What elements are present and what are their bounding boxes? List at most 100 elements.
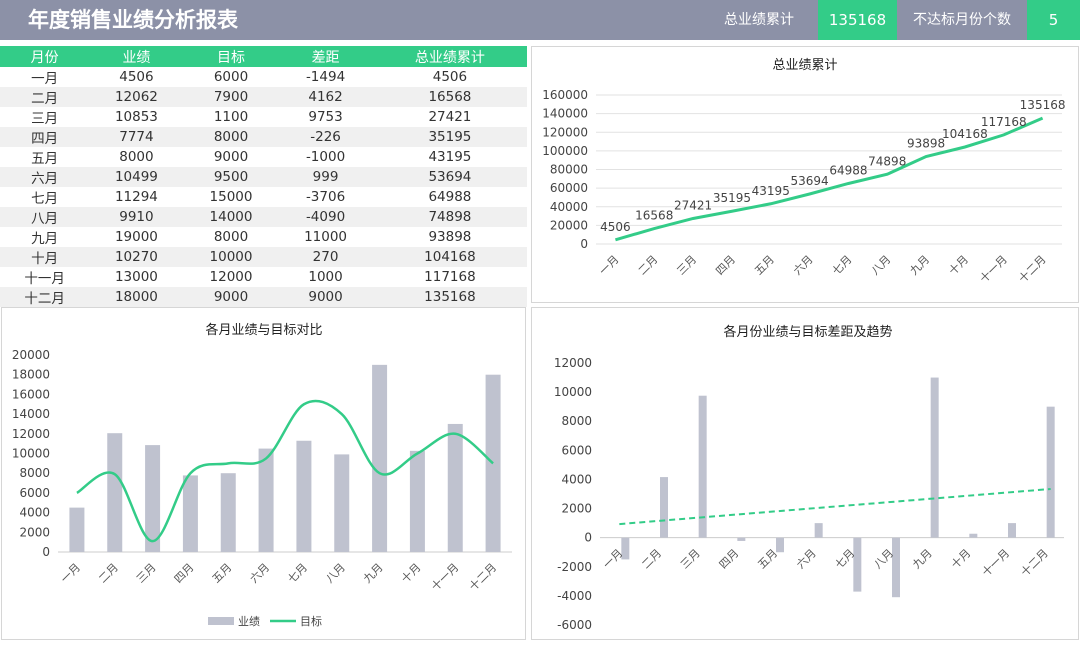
- legend-label-sales: 业绩: [238, 615, 260, 628]
- cell-target: 6000: [213, 69, 249, 85]
- x-tick-label: 六月: [794, 547, 819, 572]
- cell-sales: 18000: [89, 287, 184, 307]
- y-tick-label: 18000: [12, 368, 50, 382]
- y-tick-label: 40000: [550, 200, 588, 214]
- legend-swatch-sales: [208, 617, 234, 625]
- cumulative-line-chart: 总业绩累计 0 20000 40000 60000 80000 100000 120000 14…: [542, 58, 1065, 285]
- cell-month: 五月: [31, 151, 59, 167]
- sales-bar: [372, 364, 388, 552]
- cell-sales: 10270: [89, 247, 184, 267]
- missed-months-value: 5: [1027, 0, 1080, 40]
- cell-gap: 9753: [308, 109, 343, 125]
- cell-target: 15000: [209, 189, 253, 205]
- x-tick-label: 六月: [247, 561, 272, 586]
- y-tick-label: 140000: [542, 107, 588, 121]
- data-label: 104168: [942, 127, 988, 141]
- sales-bar: [145, 445, 161, 552]
- chart-title: 各月业绩与目标对比: [205, 322, 322, 338]
- table-row: 十月 10270 10000 270 104168: [0, 247, 527, 267]
- gap-bar: [892, 537, 900, 598]
- cell-cumulative: 104168: [372, 247, 527, 267]
- cell-cumulative: 16568: [372, 87, 527, 107]
- table-row: 九月 19000 8000 11000 93898: [0, 227, 527, 247]
- sales-bar: [107, 433, 123, 552]
- cell-month: 十一月: [24, 271, 65, 287]
- y-tick-label: 10000: [12, 447, 50, 461]
- cell-sales: 9910: [89, 207, 184, 227]
- cell-month: 六月: [0, 167, 90, 187]
- y-tick-label: 12000: [554, 356, 592, 370]
- cell-gap: -226: [278, 127, 373, 147]
- gap-bar: [930, 377, 939, 538]
- cell-gap: 11000: [304, 229, 348, 245]
- cell-cumulative: 27421: [428, 109, 472, 125]
- cell-cumulative: 117168: [424, 269, 476, 285]
- y-tick-label: -6000: [557, 618, 592, 632]
- x-tick-label: 十一月: [977, 252, 1010, 285]
- data-label: 93898: [907, 137, 945, 151]
- x-tick-label: 四月: [713, 253, 738, 278]
- cell-gap: 270: [278, 247, 373, 267]
- sales-table: 月份 业绩 目标 差距 总业绩累计 一月 4506 6000 -1494 4506 二月 12062…: [0, 46, 527, 307]
- y-tick-label: 100000: [542, 144, 588, 158]
- y-tick-label: 16000: [12, 387, 50, 401]
- y-tick-label: -4000: [557, 589, 592, 603]
- x-tick-label: 二月: [636, 253, 661, 278]
- x-tick-label: 一月: [597, 253, 622, 278]
- cell-gap: 999: [278, 167, 373, 187]
- y-tick-label: 6000: [561, 443, 592, 457]
- gap-trendline: [619, 487, 1051, 526]
- cell-target: 8000: [213, 229, 249, 245]
- cell-target: 8000: [183, 127, 279, 147]
- cell-gap: 1000: [308, 269, 343, 285]
- x-tick-label: 一月: [58, 561, 83, 586]
- x-tick-label: 十月: [398, 560, 423, 585]
- y-tick-label: 2000: [19, 525, 50, 539]
- x-tick-label: 十月: [946, 252, 971, 277]
- cell-month: 一月: [31, 71, 59, 87]
- target-series-line: [76, 399, 494, 543]
- y-tick-label: 12000: [12, 427, 50, 441]
- cell-sales: 19000: [114, 229, 158, 245]
- table-row: 五月 8000 9000 -1000 43195: [0, 147, 527, 167]
- x-tick-label: 十一月: [428, 560, 461, 593]
- data-label: 117168: [981, 115, 1027, 129]
- cell-sales: 10499: [89, 167, 184, 187]
- cell-target: 9000: [183, 287, 279, 307]
- x-tick-label: 十二月: [1018, 546, 1051, 579]
- x-tick-label: 二月: [96, 561, 121, 586]
- y-tick-label: 8000: [561, 414, 592, 428]
- x-tick-label: 九月: [907, 253, 932, 278]
- cell-gap: -1000: [305, 149, 346, 165]
- cell-cumulative: 35195: [372, 127, 527, 147]
- missed-months-label: 不达标月份个数: [913, 12, 1011, 28]
- cell-month: 四月: [0, 127, 90, 147]
- column-header-month: 月份: [0, 46, 90, 67]
- x-tick-label: 六月: [791, 253, 816, 278]
- cell-gap: 4162: [278, 87, 373, 107]
- data-label: 27421: [674, 198, 712, 212]
- y-tick-label: 20000: [550, 218, 588, 232]
- gap-bar: [660, 477, 668, 538]
- data-label: 16568: [635, 209, 673, 223]
- y-tick-label: 4000: [19, 506, 50, 520]
- y-tick-label: 0: [584, 531, 592, 545]
- data-label: 35195: [713, 191, 751, 205]
- sales-bar: [69, 507, 85, 552]
- y-tick-label: 80000: [550, 163, 588, 177]
- table-row: 七月 11294 15000 -3706 64988: [0, 187, 527, 207]
- cell-target: 1100: [213, 109, 249, 125]
- table-row: 三月 10853 1100 9753 27421: [0, 107, 527, 127]
- cell-target: 10000: [183, 247, 279, 267]
- gap-bar: [621, 537, 630, 560]
- cell-sales: 8000: [119, 149, 154, 165]
- x-tick-label: 五月: [752, 253, 777, 278]
- gap-bar: [776, 537, 784, 553]
- cell-month: 十二月: [0, 287, 90, 307]
- column-header-gap: 差距: [278, 46, 373, 67]
- table-row: 十一月 13000 12000 1000 117168: [0, 267, 527, 287]
- x-tick-label: 三月: [674, 253, 699, 278]
- y-tick-label: 6000: [19, 486, 50, 500]
- column-header-cumulative: 总业绩累计: [372, 46, 527, 67]
- gap-bar: [737, 537, 746, 541]
